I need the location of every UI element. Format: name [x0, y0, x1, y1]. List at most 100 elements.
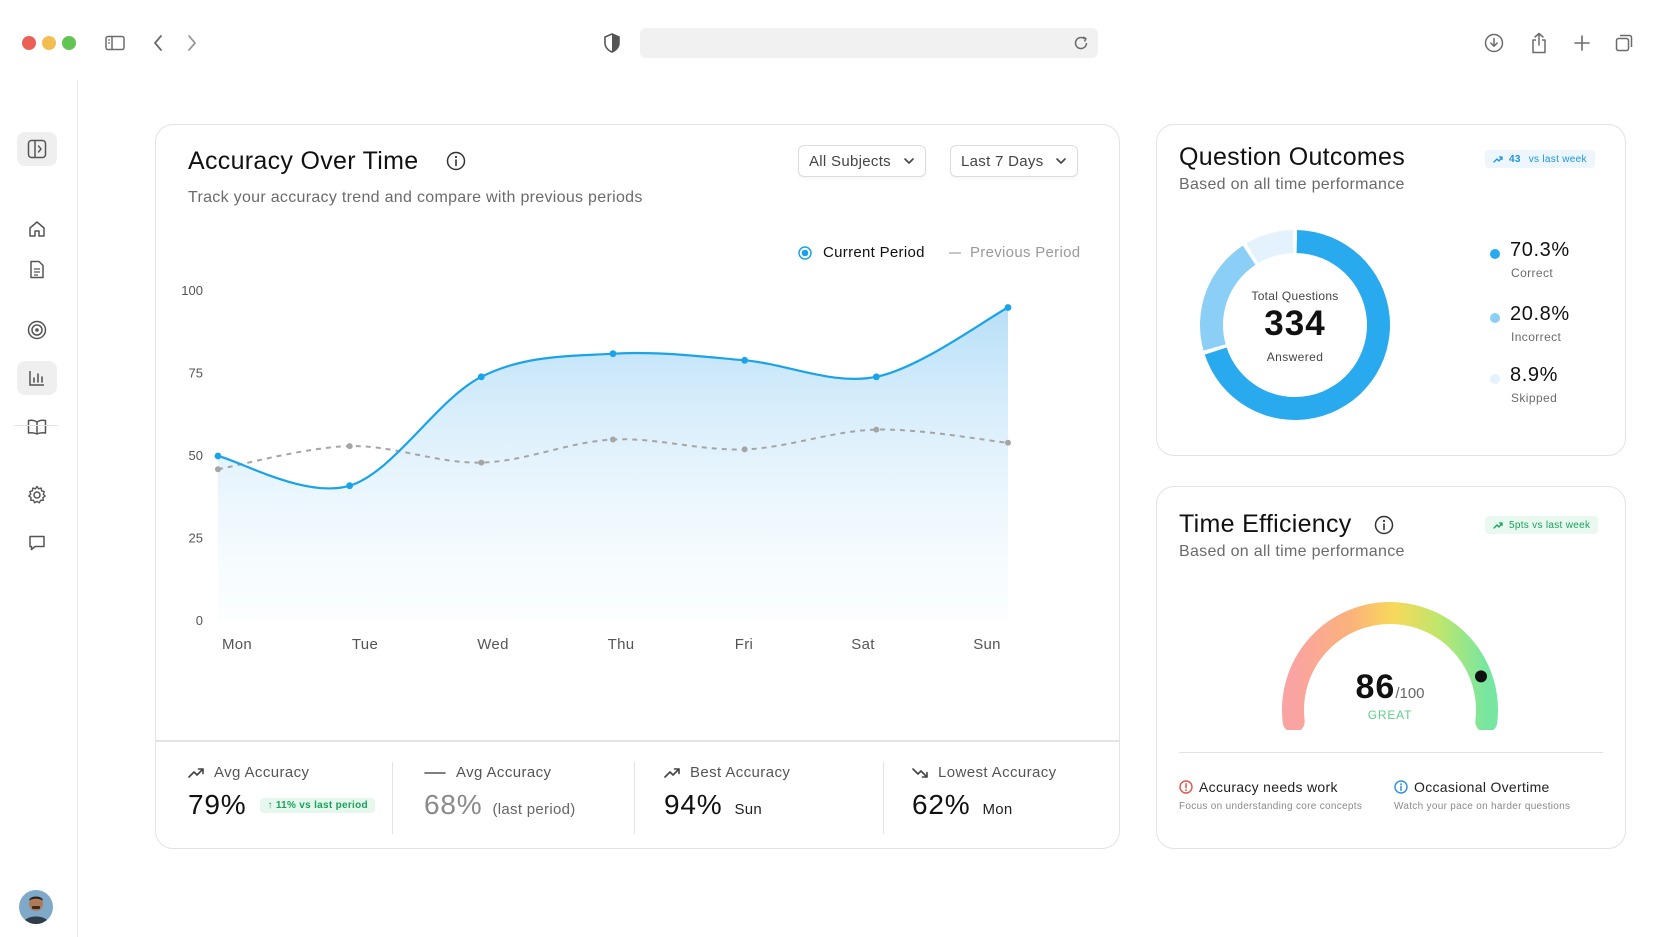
trend-up-icon — [664, 767, 680, 778]
gauge-marker — [1475, 670, 1488, 683]
stat-value: 62% — [912, 789, 971, 820]
subject-filter-dropdown[interactable]: All Subjects — [798, 145, 926, 177]
donut-segment-skipped[interactable] — [1246, 230, 1294, 264]
question-outcomes-card — [1156, 124, 1626, 456]
outcomes-card-title: Question Outcomes — [1179, 143, 1406, 171]
tab-overview-icon[interactable] — [1612, 31, 1636, 55]
outcome-value: 8.9% — [1510, 364, 1558, 386]
message-icon[interactable] — [17, 526, 57, 560]
address-bar[interactable] — [640, 28, 1098, 58]
current-period-area — [218, 307, 1008, 621]
minimize-window-button[interactable] — [42, 36, 56, 50]
efficiency-score: 86/100 — [1270, 668, 1510, 707]
current-period-point[interactable] — [872, 373, 880, 381]
badge-text: vs last week — [1528, 153, 1587, 165]
document-icon[interactable] — [17, 252, 57, 286]
stat-aux: (last period) — [492, 801, 576, 818]
home-icon[interactable] — [17, 212, 57, 246]
dash-icon — [424, 771, 446, 774]
y-tick-label: 25 — [189, 531, 203, 546]
previous-period-point[interactable] — [346, 443, 353, 450]
badge-text: 5pts vs last week — [1509, 519, 1591, 531]
current-period-point[interactable] — [741, 356, 749, 364]
previous-period-point[interactable] — [741, 446, 748, 453]
forward-icon[interactable] — [182, 32, 202, 54]
legend-current-marker — [798, 245, 812, 260]
info-icon[interactable] — [1374, 515, 1394, 535]
legend-previous-period[interactable]: Previous Period — [949, 244, 1080, 261]
alert-icon — [1179, 780, 1193, 794]
chevron-down-icon — [904, 158, 914, 164]
stat-label: Avg Accuracy — [456, 764, 552, 781]
back-icon[interactable] — [148, 32, 168, 54]
note-title: Occasional Overtime — [1414, 779, 1550, 795]
donut-center-value: 334 — [1264, 304, 1326, 343]
target-icon[interactable] — [17, 313, 57, 347]
gear-icon[interactable] — [17, 478, 57, 512]
new-tab-icon[interactable] — [1570, 31, 1594, 55]
outcomes-donut-chart — [1200, 230, 1390, 420]
outcome-dot — [1490, 374, 1500, 384]
sidebar-panel-icon[interactable] — [104, 32, 126, 54]
x-tick-label: Sat — [851, 636, 875, 653]
previous-period-point[interactable] — [610, 436, 616, 443]
outcome-value: 70.3% — [1510, 239, 1570, 261]
outcome-label: Skipped — [1511, 391, 1558, 405]
stat-label: Best Accuracy — [690, 764, 791, 781]
previous-period-point[interactable] — [215, 466, 221, 473]
note-title: Accuracy needs work — [1199, 779, 1338, 795]
note-accuracy: Accuracy needs work Focus on understandi… — [1179, 779, 1362, 812]
note-sub: Watch your pace on harder questions — [1394, 801, 1571, 812]
current-period-point[interactable] — [214, 452, 222, 460]
book-icon[interactable] — [17, 410, 57, 444]
current-period-point[interactable] — [477, 373, 485, 381]
previous-period-point[interactable] — [873, 426, 880, 433]
score-value: 86 — [1355, 668, 1396, 706]
range-filter-dropdown[interactable]: Last 7 Days — [950, 145, 1078, 177]
stat-avg-accuracy: Avg Accuracy 79% ↑ 11% vs last period — [188, 764, 375, 821]
share-icon[interactable] — [1527, 30, 1551, 56]
x-tick-label: Fri — [735, 636, 753, 653]
previous-period-point[interactable] — [1005, 439, 1011, 446]
info-icon[interactable] — [446, 151, 466, 171]
reload-icon[interactable] — [1071, 33, 1091, 53]
y-tick-label: 0 — [196, 613, 203, 628]
stat-separator — [883, 762, 884, 834]
efficiency-card-subtitle: Based on all time performance — [1179, 543, 1405, 560]
accuracy-card-subtitle: Track your accuracy trend and compare wi… — [188, 189, 643, 206]
sidebar-divider — [14, 425, 58, 426]
stats-divider — [156, 740, 1119, 742]
stat-avg-accuracy-last: Avg Accuracy 68% (last period) — [424, 764, 576, 821]
legend-current-period[interactable]: Current Period — [798, 244, 925, 261]
legend-previous-label: Previous Period — [970, 244, 1081, 261]
previous-period-point[interactable] — [478, 459, 485, 466]
stat-best-accuracy: Best Accuracy 94% Sun — [664, 764, 790, 821]
outcome-label: Correct — [1511, 266, 1554, 280]
y-tick-label: 50 — [189, 448, 203, 463]
x-tick-label: Thu — [608, 636, 635, 653]
close-window-button[interactable] — [22, 36, 36, 50]
bar-chart-icon[interactable] — [17, 361, 57, 395]
efficiency-divider — [1179, 752, 1603, 753]
current-period-point[interactable] — [346, 482, 354, 490]
app-sidebar — [0, 80, 78, 937]
sidebar-toggle-icon[interactable] — [17, 132, 57, 166]
shield-icon[interactable] — [602, 31, 622, 55]
note-sub: Focus on understanding core concepts — [1179, 801, 1363, 812]
avatar[interactable] — [19, 890, 53, 924]
stat-label: Lowest Accuracy — [938, 764, 1057, 781]
stat-aux: Mon — [982, 801, 1013, 818]
badge-value: 43 — [1509, 153, 1521, 165]
current-period-point[interactable] — [1004, 304, 1012, 311]
y-tick-label: 75 — [189, 366, 203, 381]
maximize-window-button[interactable] — [62, 36, 76, 50]
stat-label: Avg Accuracy — [214, 764, 310, 781]
efficiency-rating: GREAT — [1367, 708, 1413, 722]
time-efficiency-card — [1156, 486, 1626, 849]
donut-segment-incorrect[interactable] — [1200, 245, 1256, 351]
outcome-label: Incorrect — [1511, 330, 1562, 344]
download-icon[interactable] — [1482, 31, 1506, 55]
x-tick-label: Wed — [477, 636, 508, 653]
trend-up-icon — [188, 767, 204, 778]
current-period-point[interactable] — [609, 350, 617, 358]
